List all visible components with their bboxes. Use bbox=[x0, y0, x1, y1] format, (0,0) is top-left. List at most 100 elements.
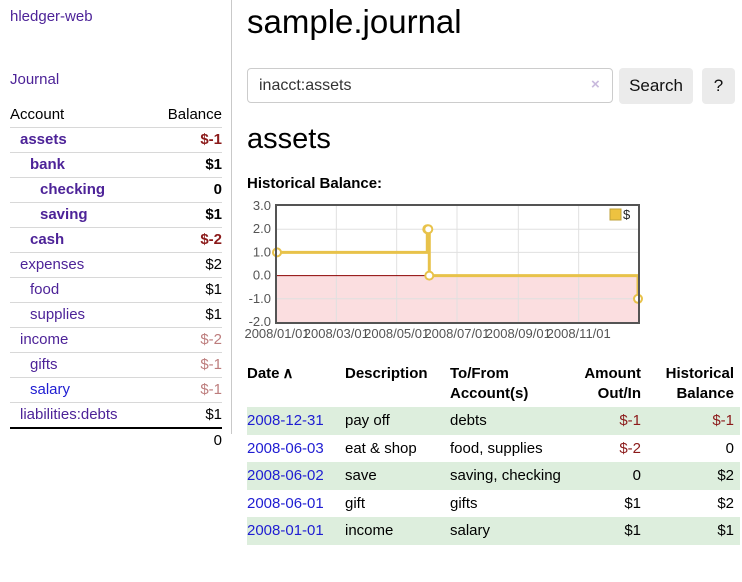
account-balance: $-1 bbox=[200, 381, 222, 398]
transaction-row[interactable]: 2008-01-01 income salary $1 $1 bbox=[247, 517, 740, 545]
transaction-description: pay off bbox=[345, 412, 390, 429]
account-row: liabilities:debts $1 bbox=[10, 402, 222, 429]
historical-balance-chart: $3.0 2.0 1.0 0.0 -1.0 -2.0 2008/01/01 2008/03/0… bbox=[244, 198, 717, 348]
search-button[interactable]: Search bbox=[619, 68, 693, 104]
account-heading: assets bbox=[247, 123, 331, 155]
transaction-row[interactable]: 2008-12-31 pay off debts $-1 $-1 bbox=[247, 407, 740, 435]
transaction-balance: $2 bbox=[717, 494, 734, 512]
help-button[interactable]: ? bbox=[702, 68, 735, 104]
account-balance: $-2 bbox=[200, 231, 222, 248]
register-header-amount: Amount Out/In bbox=[584, 365, 641, 402]
account-row: expenses $2 bbox=[10, 252, 222, 278]
transaction-accounts: food, supplies bbox=[450, 439, 543, 457]
sidebar: hledger-web Journal Account Balance asse… bbox=[0, 0, 232, 449]
transaction-accounts: debts bbox=[450, 412, 487, 429]
account-link[interactable]: salary bbox=[30, 381, 71, 398]
transaction-balance: $1 bbox=[717, 522, 734, 539]
register-table-body: 2008-12-31 pay off debts $-1 $-1 2008-06-03 ea… bbox=[247, 407, 740, 545]
account-balance: $-2 bbox=[200, 331, 222, 348]
account-link[interactable]: income bbox=[20, 331, 69, 348]
account-link[interactable]: food bbox=[30, 281, 60, 298]
plot-border bbox=[275, 204, 640, 324]
transaction-date-link[interactable]: 2008-06-01 bbox=[247, 494, 324, 512]
account-link[interactable]: assets bbox=[20, 131, 67, 148]
transaction-accounts: saving, checking bbox=[450, 467, 561, 484]
sort-ascending-icon: ∧ bbox=[282, 365, 294, 382]
sidebar-item-journal: Journal bbox=[10, 71, 59, 88]
account-balance: $1 bbox=[205, 306, 222, 323]
transaction-date-link[interactable]: 2008-06-03 bbox=[247, 439, 324, 457]
accounts-table-header-row: Account Balance bbox=[10, 103, 222, 128]
register-header-accounts: To/From Account(s) bbox=[450, 365, 529, 402]
account-row: food $1 bbox=[10, 277, 222, 303]
account-link[interactable]: cash bbox=[30, 231, 65, 248]
y-tick-label: -2.0 bbox=[249, 314, 271, 329]
account-row: saving $1 bbox=[10, 202, 222, 228]
accounts-total-label bbox=[10, 428, 151, 453]
account-link[interactable]: checking bbox=[40, 181, 106, 198]
account-link[interactable]: expenses bbox=[20, 256, 85, 273]
page-title: sample.journal bbox=[247, 3, 462, 40]
transaction-description: gift bbox=[345, 494, 366, 512]
data-point-marker bbox=[423, 224, 434, 235]
transaction-balance: $-1 bbox=[712, 412, 734, 429]
register-header-row: Date ∧ Description To/From Account(s) Amo… bbox=[247, 360, 740, 407]
clear-search-icon[interactable]: × bbox=[591, 76, 600, 93]
transaction-balance: 0 bbox=[725, 439, 734, 457]
account-link[interactable]: saving bbox=[40, 206, 88, 223]
account-row: bank $1 bbox=[10, 152, 222, 178]
data-point-marker bbox=[424, 270, 435, 281]
transaction-date-link[interactable]: 2008-01-01 bbox=[247, 522, 324, 539]
y-tick-label: 1.0 bbox=[253, 244, 271, 259]
app-title-link[interactable]: hledger-web bbox=[10, 8, 93, 25]
main-content: sample.journal × Search ? assets Histori… bbox=[244, 0, 742, 582]
transaction-accounts: gifts bbox=[450, 494, 478, 512]
accounts-header-account: Account bbox=[10, 106, 65, 123]
x-tick-label: 2008/11/01 bbox=[547, 326, 611, 341]
x-tick-label: 2008/05/01 bbox=[364, 326, 429, 341]
account-balance: $1 bbox=[205, 281, 222, 298]
journal-link[interactable]: Journal bbox=[10, 71, 60, 88]
account-row: checking 0 bbox=[10, 177, 222, 203]
x-tick-label: 2008/07/01 bbox=[424, 326, 489, 341]
transaction-description: eat & shop bbox=[345, 439, 417, 457]
account-row: salary $-1 bbox=[10, 377, 222, 403]
account-link[interactable]: bank bbox=[30, 156, 66, 173]
search-form: × Search ? bbox=[247, 68, 742, 104]
transaction-description: save bbox=[345, 467, 377, 484]
account-row: income $-2 bbox=[10, 327, 222, 353]
register-header-date[interactable]: Date ∧ bbox=[247, 365, 294, 382]
app-title: hledger-web bbox=[10, 8, 93, 25]
transaction-amount: $-2 bbox=[619, 439, 641, 457]
y-tick-label: -1.0 bbox=[249, 291, 271, 306]
y-tick-label: 0.0 bbox=[253, 268, 271, 283]
account-row: cash $-2 bbox=[10, 227, 222, 253]
accounts-total-row: 0 bbox=[10, 428, 222, 453]
accounts-header-balance: Balance bbox=[167, 106, 222, 123]
account-row: supplies $1 bbox=[10, 302, 222, 328]
account-balance: $-1 bbox=[200, 131, 222, 148]
transaction-amount: $-1 bbox=[619, 412, 641, 429]
search-input[interactable] bbox=[247, 68, 613, 103]
account-balance: 0 bbox=[213, 181, 222, 198]
accounts-table-body: assets $-1 bank $1 checking 0 saving $1 cash $-2 e… bbox=[10, 127, 222, 429]
y-tick-label: 2.0 bbox=[253, 221, 271, 236]
transaction-date-link[interactable]: 2008-12-31 bbox=[247, 412, 324, 429]
account-balance: $2 bbox=[205, 256, 222, 273]
transaction-row[interactable]: 2008-06-01 gift gifts $1 $2 bbox=[247, 490, 740, 518]
transaction-date-link[interactable]: 2008-06-02 bbox=[247, 467, 324, 484]
accounts-total-value: 0 bbox=[213, 432, 222, 449]
legend-swatch bbox=[609, 208, 622, 221]
transaction-row[interactable]: 2008-06-02 save saving, checking 0 $2 bbox=[247, 462, 740, 490]
account-link[interactable]: supplies bbox=[30, 306, 86, 323]
transaction-row[interactable]: 2008-06-03 eat & shop food, supplies $-2 0 bbox=[247, 435, 740, 463]
account-row: gifts $-1 bbox=[10, 352, 222, 378]
account-link[interactable]: liabilities:debts bbox=[20, 406, 118, 423]
account-balance: $-1 bbox=[200, 356, 222, 373]
register-table: Date ∧ Description To/From Account(s) Amo… bbox=[247, 360, 740, 545]
account-link[interactable]: gifts bbox=[30, 356, 58, 373]
y-tick-label: 3.0 bbox=[253, 198, 271, 213]
chart-canvas: $3.0 2.0 1.0 0.0 -1.0 -2.02008/01/012008/03/0… bbox=[244, 198, 643, 341]
x-tick-label: 2008/09/01 bbox=[486, 326, 551, 341]
transaction-amount: $1 bbox=[624, 522, 641, 539]
